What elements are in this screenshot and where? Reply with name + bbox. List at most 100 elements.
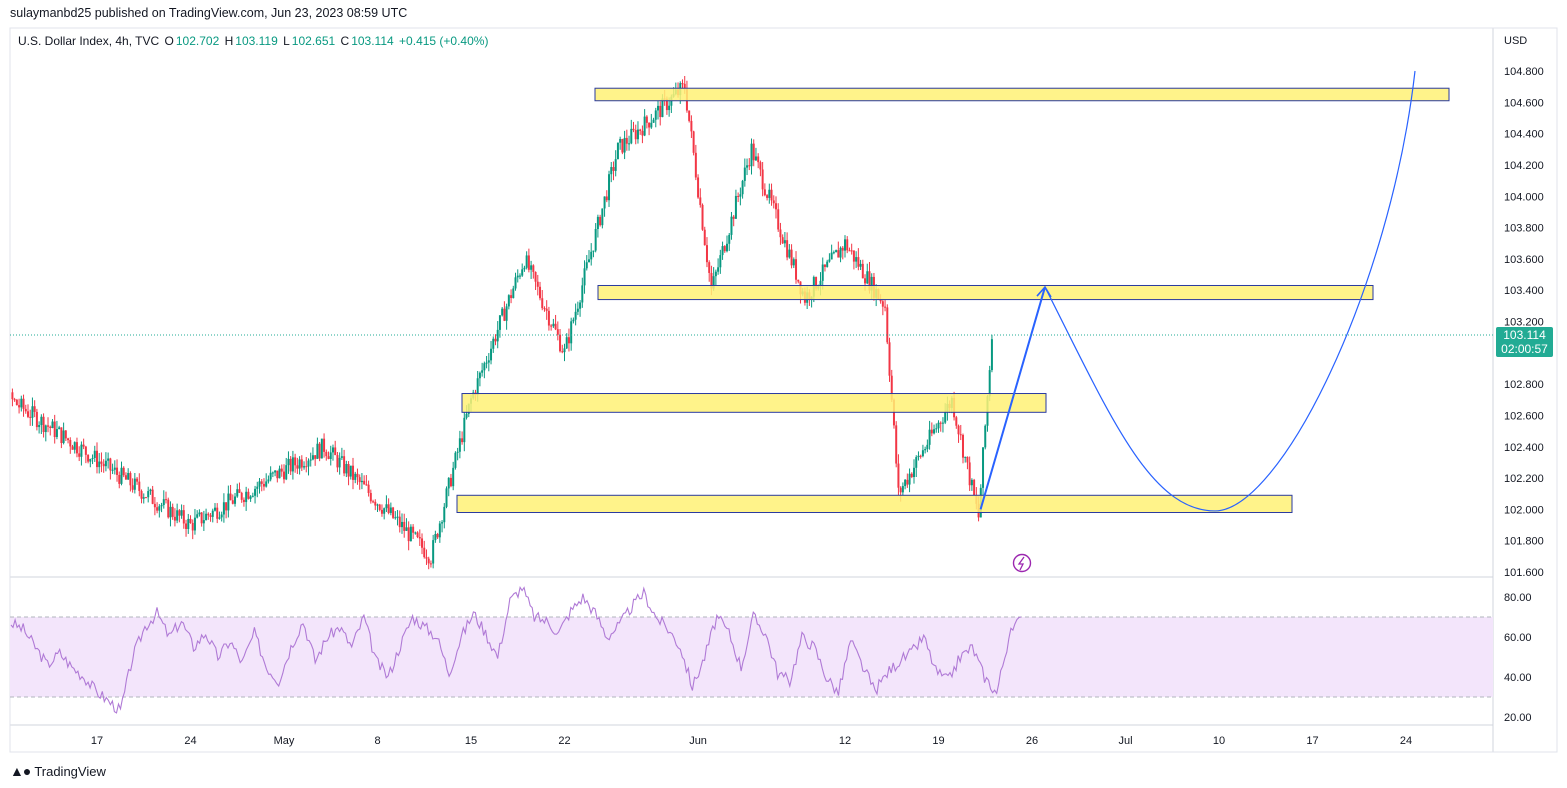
candle-body: [349, 465, 352, 477]
candle-body: [634, 130, 637, 140]
candle-body: [238, 489, 241, 493]
candle-body: [612, 167, 615, 171]
candle-body: [694, 152, 697, 178]
candle-body: [743, 167, 746, 181]
candle-body: [93, 450, 96, 458]
candle-body: [661, 98, 664, 118]
candle-body: [585, 262, 588, 269]
candle-body: [494, 338, 497, 342]
candle-body: [13, 399, 16, 401]
candle-body: [919, 455, 922, 457]
candle-body: [434, 533, 437, 541]
candle-body: [432, 540, 435, 564]
candle-body: [156, 507, 159, 511]
candle-body: [294, 457, 297, 466]
price-axis[interactable]: 104.800 104.600 104.400 104.200 104.000 103.8…: [1504, 66, 1544, 579]
candle-body: [225, 502, 228, 511]
candle-body: [603, 196, 606, 209]
candle-body: [418, 537, 421, 539]
candle-body: [169, 506, 172, 518]
candle-body: [748, 165, 751, 167]
time-tick-label: 22: [558, 735, 570, 747]
candle-body: [726, 243, 729, 252]
candle-body: [895, 425, 898, 464]
candle-body: [387, 504, 390, 513]
price-tick-label: 104.600: [1504, 97, 1544, 109]
candle-body: [652, 119, 655, 123]
candle-body: [98, 461, 101, 468]
candle-body: [96, 450, 98, 468]
candle-body: [821, 264, 824, 281]
candle-body: [167, 499, 170, 518]
candle-body: [478, 372, 481, 379]
candle-body: [234, 496, 237, 504]
price-zone[interactable]: [594, 87, 1450, 102]
candle-body: [220, 514, 223, 518]
candle-body: [961, 434, 964, 458]
rsi-tick-label: 60.00: [1504, 632, 1532, 644]
candle-body: [737, 195, 740, 197]
candle-body: [732, 216, 735, 219]
rsi-band: [10, 616, 1493, 698]
candle-body: [788, 249, 791, 258]
candle-body: [886, 307, 889, 343]
candle-body: [846, 239, 849, 251]
candle-body: [307, 460, 310, 467]
candle-body: [254, 488, 257, 496]
candle-body: [990, 339, 993, 371]
dividends-icon[interactable]: [1012, 553, 1032, 573]
candle-body: [777, 209, 780, 230]
price-zone[interactable]: [456, 494, 1293, 514]
candle-body: [583, 268, 586, 286]
candle-body: [22, 398, 25, 409]
candle-body: [205, 513, 208, 521]
time-tick-label: 17: [91, 735, 103, 747]
candle-body: [278, 468, 281, 479]
tradingview-logo[interactable]: ▲● TradingView: [10, 763, 106, 779]
candle-body: [380, 509, 383, 514]
candle-body: [665, 98, 668, 111]
candle-body: [690, 120, 693, 132]
candle-body: [182, 510, 185, 524]
candle-body: [144, 497, 147, 499]
candle-body: [545, 308, 548, 311]
candle-body: [87, 454, 90, 462]
candle-body: [334, 447, 337, 456]
rsi-axis[interactable]: 80.00 60.00 40.00 20.00: [1504, 592, 1532, 724]
candle-body: [574, 311, 577, 320]
candle-body: [376, 504, 379, 506]
candle-body: [525, 255, 528, 268]
candle-body: [485, 362, 488, 364]
candle-body: [654, 110, 657, 120]
price-zone[interactable]: [597, 284, 1374, 301]
candle-body: [416, 532, 419, 538]
price-zone[interactable]: [461, 393, 1047, 413]
candle-body: [35, 411, 38, 428]
candle-body: [327, 456, 330, 459]
candle-body: [73, 442, 76, 450]
candle-body: [928, 429, 931, 445]
candle-body: [570, 321, 573, 344]
candle-body: [403, 521, 406, 531]
candle-body: [636, 129, 639, 140]
candle-body: [216, 507, 219, 519]
candle-body: [80, 444, 83, 457]
candle-body: [826, 261, 829, 267]
time-axis[interactable]: 17 24 May 8 15 22 Jun 12 19 26 Jul 10 17 24: [91, 735, 1412, 747]
candle-body: [864, 278, 867, 284]
candle-body: [761, 169, 764, 190]
symbol-legend[interactable]: U.S. Dollar Index, 4h, TVC O 102.702 H 103…: [18, 34, 490, 48]
candle-body: [265, 481, 268, 487]
support-resistance-zones: [456, 87, 1450, 514]
candle-body: [42, 416, 45, 433]
candle-body: [510, 295, 513, 299]
candle-body: [881, 301, 884, 307]
candle-body: [291, 457, 294, 472]
candle-body: [503, 308, 506, 321]
candle-body: [53, 421, 56, 438]
candle-body: [623, 137, 626, 153]
candle-body: [959, 434, 962, 436]
symbol-name[interactable]: U.S. Dollar Index, 4h, TVC: [18, 34, 160, 48]
rsi-polyline: [10, 585, 1022, 714]
